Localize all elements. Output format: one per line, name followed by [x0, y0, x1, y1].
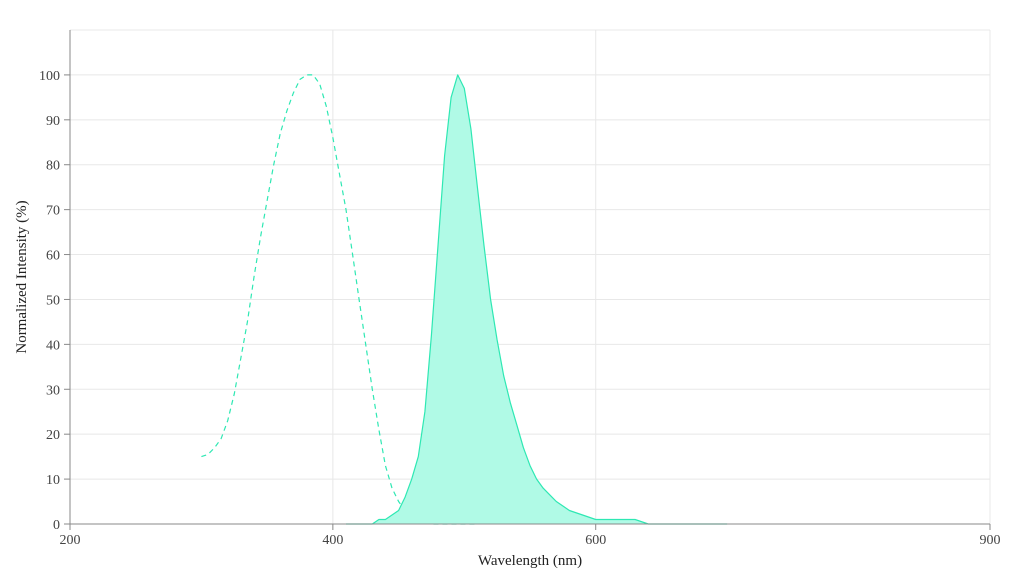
- y-tick-label: 50: [46, 293, 60, 308]
- series-0-line: [201, 74, 478, 525]
- y-tick-label: 100: [39, 69, 60, 84]
- y-tick-label: 20: [46, 428, 60, 443]
- series-1-line: [346, 74, 728, 525]
- y-tick-label: 60: [46, 249, 60, 264]
- y-tick-label: 0: [53, 518, 60, 533]
- y-axis-title: Normalized Intensity (%): [14, 200, 30, 353]
- x-tick-label: 400: [322, 533, 343, 548]
- y-tick-label: 90: [46, 114, 60, 129]
- y-tick-label: 80: [46, 159, 60, 174]
- grid-lines: [70, 29, 991, 524]
- x-axis-title: Wavelength (nm): [478, 553, 582, 569]
- y-tick-label: 40: [46, 338, 60, 353]
- x-tick-label: 600: [585, 533, 606, 548]
- x-tick-label: 200: [60, 533, 81, 548]
- y-tick-label: 70: [46, 204, 60, 219]
- series-1-area: [346, 74, 728, 525]
- tick-labels: 0 10 20 30 40 50 60 70 80 90 100 200 400 600 900: [39, 69, 1001, 548]
- x-tick-label: 900: [980, 533, 1001, 548]
- axes: [64, 30, 991, 530]
- y-tick-label: 30: [46, 383, 60, 398]
- y-tick-label: 10: [46, 473, 60, 488]
- series-layer: [201, 74, 728, 525]
